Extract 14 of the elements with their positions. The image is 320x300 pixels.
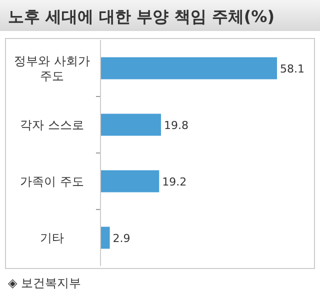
y-tick-label: 기타	[40, 230, 64, 245]
y-tick-label: 정부와 사회가 주도	[14, 54, 90, 83]
y-tick-label: 각자 스스로	[20, 118, 84, 132]
chart-title: 노후 세대에 대한 부양 책임 주체(%)	[8, 7, 275, 26]
bar	[101, 170, 160, 192]
data-label: 19.2	[162, 175, 187, 188]
data-label: 2.9	[112, 232, 130, 245]
bar	[101, 226, 110, 249]
y-tick-label: 가족이 주도	[20, 174, 84, 188]
text: ◈ 보건복지부	[8, 276, 82, 290]
data-label: 19.8	[164, 118, 188, 132]
bar	[101, 57, 277, 80]
data-label: 58.1	[280, 62, 304, 76]
bar	[101, 114, 161, 136]
